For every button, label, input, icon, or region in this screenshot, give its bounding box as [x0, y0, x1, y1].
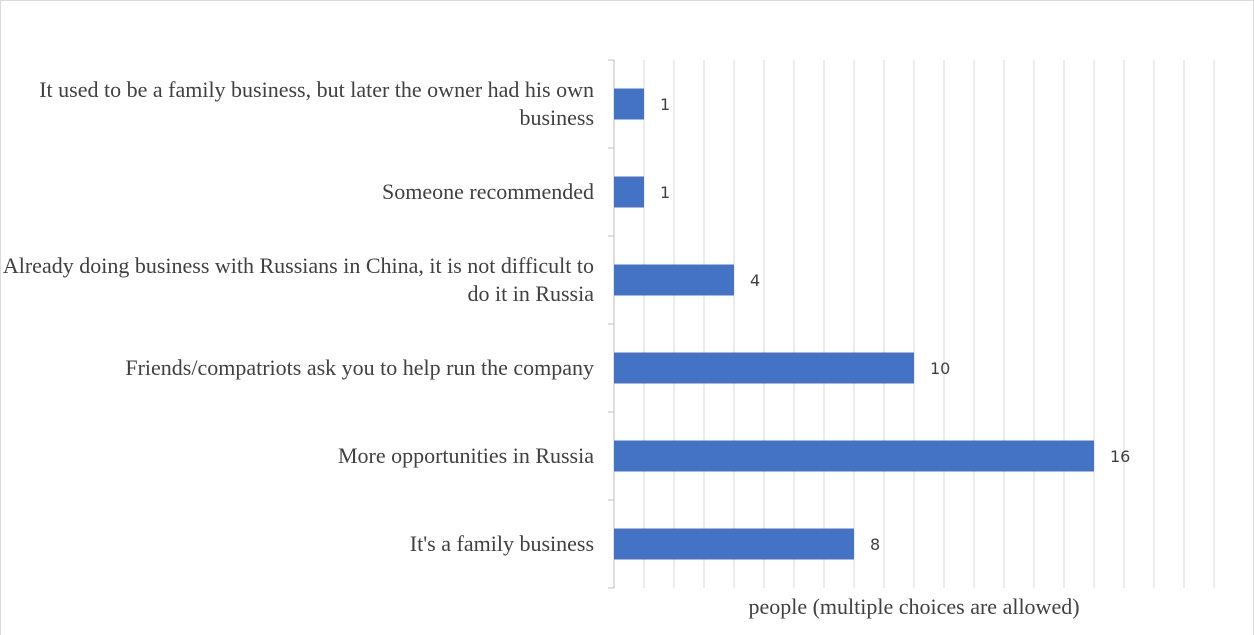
category-label: Friends/compatriots ask you to help run … [125, 355, 594, 380]
data-label: 8 [870, 535, 880, 554]
data-label: 4 [750, 271, 760, 290]
category-label: Already doing business with Russians in … [2, 253, 594, 306]
category-label: Someone recommended [382, 179, 594, 204]
x-axis-title: people (multiple choices are allowed) [748, 594, 1080, 619]
bar [614, 440, 1094, 472]
data-label: 16 [1110, 447, 1130, 466]
bar [614, 528, 854, 560]
data-labels: 1 1 4 10 16 8 [660, 95, 1130, 554]
data-label: 1 [660, 95, 670, 114]
category-label: More opportunities in Russia [337, 443, 594, 468]
data-label: 10 [930, 359, 950, 378]
bar [614, 264, 734, 296]
data-label: 1 [660, 183, 670, 202]
category-label: It's a family business [409, 531, 594, 556]
bar [614, 352, 914, 384]
bars [614, 88, 1094, 560]
bar [614, 88, 644, 120]
category-axis [608, 59, 615, 589]
category-label: It used to be a family business, but lat… [39, 77, 594, 130]
gridlines [643, 60, 1215, 588]
bar [614, 176, 644, 208]
